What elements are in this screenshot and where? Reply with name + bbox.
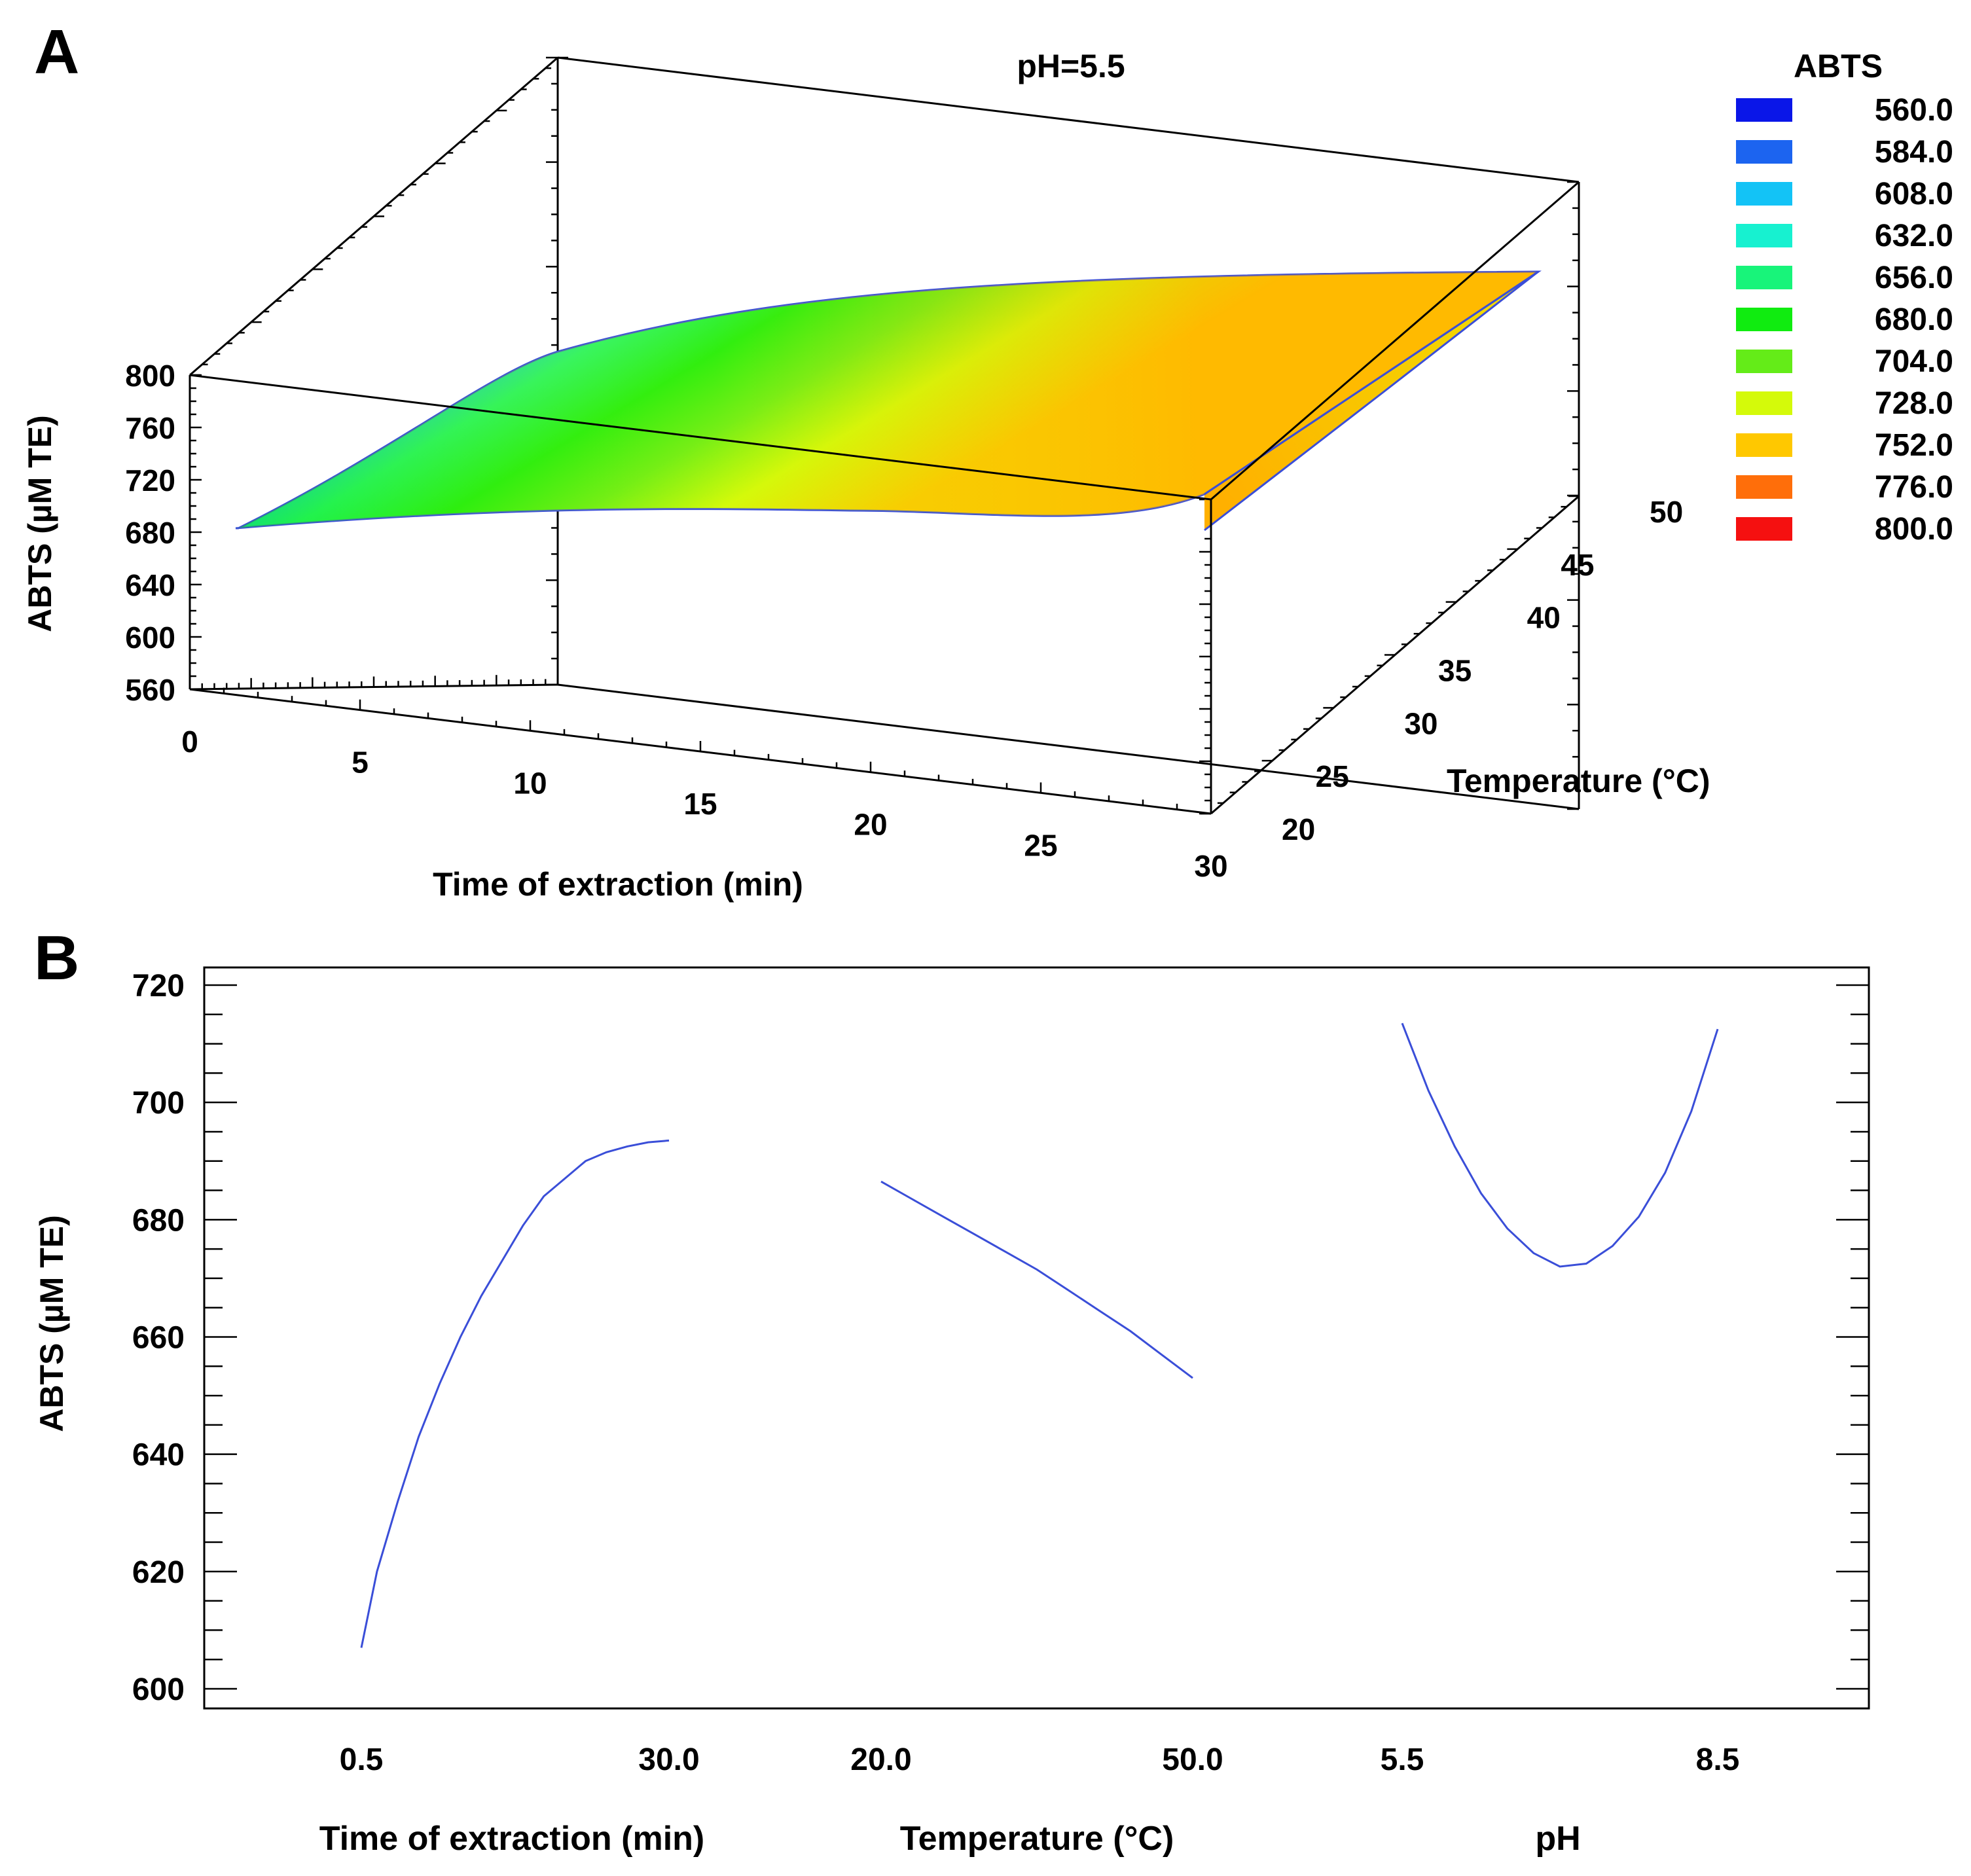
x-tick-label: 10: [513, 766, 547, 800]
y-tick-label: 20: [1282, 812, 1315, 846]
y-axis-label: Temperature (°C): [1447, 763, 1710, 799]
legend-swatch: [1736, 391, 1792, 415]
legend-label: 584.0: [1875, 135, 1953, 170]
y-tick-label: 40: [1527, 601, 1561, 635]
y-tick-label: 45: [1561, 548, 1594, 582]
y-tick-label: 640: [132, 1438, 185, 1473]
x-tick-label: 30: [1194, 849, 1227, 883]
legend-swatch: [1736, 98, 1792, 122]
legend-swatch: [1736, 308, 1792, 331]
x-axis-label: Time of extraction (min): [433, 866, 803, 903]
y-tick-label: 30: [1404, 706, 1438, 740]
x-tick-label: 25: [1024, 828, 1057, 862]
y-tick-labels: 600 620 640 660 680 700 720: [132, 969, 185, 1707]
x-axis-labels: Time of extraction (min) Temperature (°C)…: [319, 1820, 1581, 1858]
y-tick-label: 680: [132, 1203, 185, 1238]
z-axis-label: ABTS (µM TE): [22, 415, 58, 632]
y-tick-label: 35: [1438, 654, 1472, 688]
panel-a-title: pH=5.5: [1017, 48, 1125, 84]
x-axis-label: pH: [1535, 1820, 1580, 1858]
legend-swatch: [1736, 433, 1792, 457]
x-tick-label: 20: [854, 808, 887, 842]
y-tick-label: 600: [132, 1672, 185, 1707]
effect-lines: [360, 1022, 1719, 1648]
legend-label: 680.0: [1875, 302, 1953, 337]
x-tick-label: 5.5: [1381, 1742, 1424, 1777]
legend-label: 632.0: [1875, 219, 1953, 253]
legend-swatch: [1736, 475, 1792, 499]
x-tick-label: 30.0: [638, 1742, 699, 1777]
panel-a-letter: A: [34, 17, 79, 87]
x-tick-label: 8.5: [1696, 1742, 1740, 1777]
z-tick-label: 560: [125, 673, 175, 707]
legend-label: 560.0: [1875, 93, 1953, 128]
surface-front-lower-edge: [1204, 270, 1539, 532]
legend-swatch: [1736, 350, 1792, 373]
legend-swatch: [1736, 266, 1792, 289]
legend-label: 776.0: [1875, 470, 1953, 505]
legend-swatch: [1736, 224, 1792, 247]
z-tick-label: 800: [125, 359, 175, 393]
y-tick-label: 50: [1650, 495, 1683, 529]
x-tick-labels: 0 5 10 15 20 25 30: [181, 725, 1227, 883]
z-tick-label: 600: [125, 621, 175, 655]
z-tick-label: 680: [125, 516, 175, 550]
panel-b-letter: B: [34, 923, 79, 993]
legend-swatch: [1736, 182, 1792, 206]
x-axis-label: Time of extraction (min): [319, 1820, 704, 1858]
legend-title: ABTS: [1794, 48, 1883, 84]
x-axis-label: Temperature (°C): [900, 1820, 1174, 1858]
y-tick-label: 720: [132, 969, 185, 1003]
legend-swatch: [1736, 517, 1792, 541]
color-legend: 560.0 584.0 608.0 632.0 656.0 680.0 704.0 728.0…: [1736, 93, 1953, 547]
effect-line-2: [880, 1180, 1193, 1379]
x-tick-label: 0: [181, 725, 198, 759]
surface-shading: [236, 272, 1538, 528]
z-tick-labels: 560 600 640 680 720 760 800: [125, 359, 175, 707]
legend-label: 608.0: [1875, 177, 1953, 211]
legend-label: 752.0: [1875, 428, 1953, 463]
y-tick-label: 25: [1316, 759, 1349, 793]
z-tick-label: 720: [125, 463, 175, 497]
legend-label: 728.0: [1875, 386, 1953, 421]
response-surface: [235, 270, 1542, 532]
plot-frame: [203, 966, 1870, 1710]
y-tick-label: 620: [132, 1555, 185, 1590]
z-tick-label: 760: [125, 411, 175, 445]
legend-label: 800.0: [1875, 512, 1953, 547]
box-front-edges: [189, 181, 1580, 815]
y-tick-label: 700: [132, 1086, 185, 1121]
panel-b-y-axis-label: ABTS (µM TE): [33, 1215, 70, 1432]
x-tick-labels: 0.5 30.0 20.0 50.0 5.5 8.5: [340, 1742, 1740, 1777]
x-tick-label: 50.0: [1162, 1742, 1223, 1777]
legend-label: 704.0: [1875, 344, 1953, 379]
effect-line-1: [360, 1139, 670, 1648]
legend-swatch: [1736, 140, 1792, 164]
z-tick-label: 640: [125, 568, 175, 602]
x-tick-label: 0.5: [340, 1742, 384, 1777]
y-tick-label: 660: [132, 1321, 185, 1356]
y-axis-ticks: [204, 984, 1869, 1690]
legend-label: 656.0: [1875, 261, 1953, 295]
effect-line-3: [1401, 1022, 1719, 1268]
x-tick-label: 20.0: [850, 1742, 911, 1777]
x-tick-label: 5: [352, 746, 369, 780]
x-tick-label: 15: [683, 787, 717, 821]
